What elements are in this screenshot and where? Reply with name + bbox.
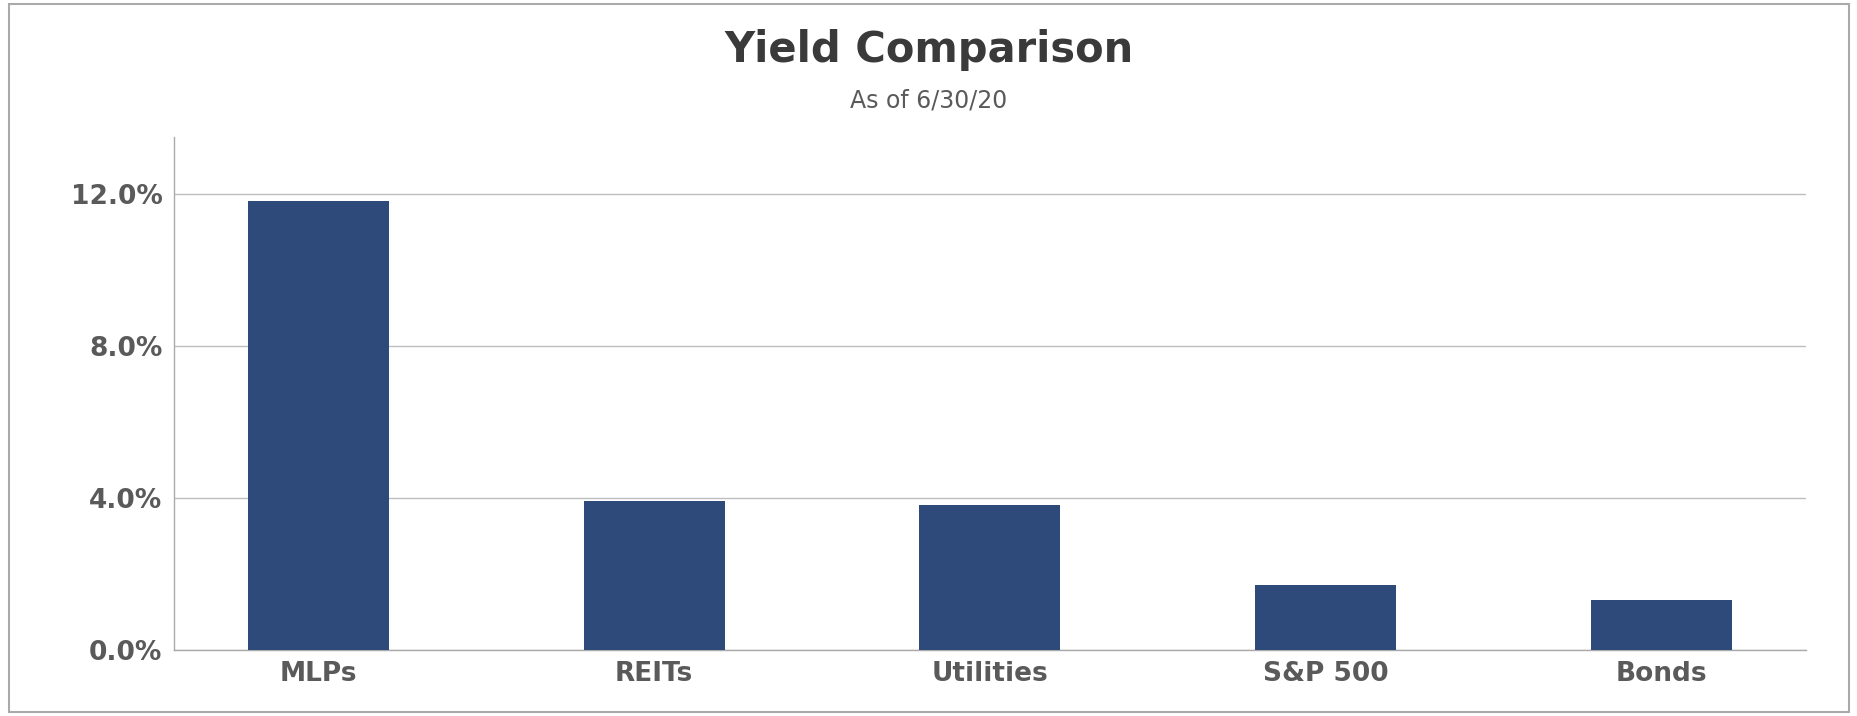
Text: As of 6/30/20: As of 6/30/20 (851, 88, 1006, 112)
Text: Yield Comparison: Yield Comparison (724, 29, 1133, 71)
Bar (919, 505, 1060, 649)
Bar (1590, 600, 1731, 649)
Bar (247, 201, 388, 649)
Bar (1253, 585, 1395, 649)
Bar (583, 501, 724, 649)
